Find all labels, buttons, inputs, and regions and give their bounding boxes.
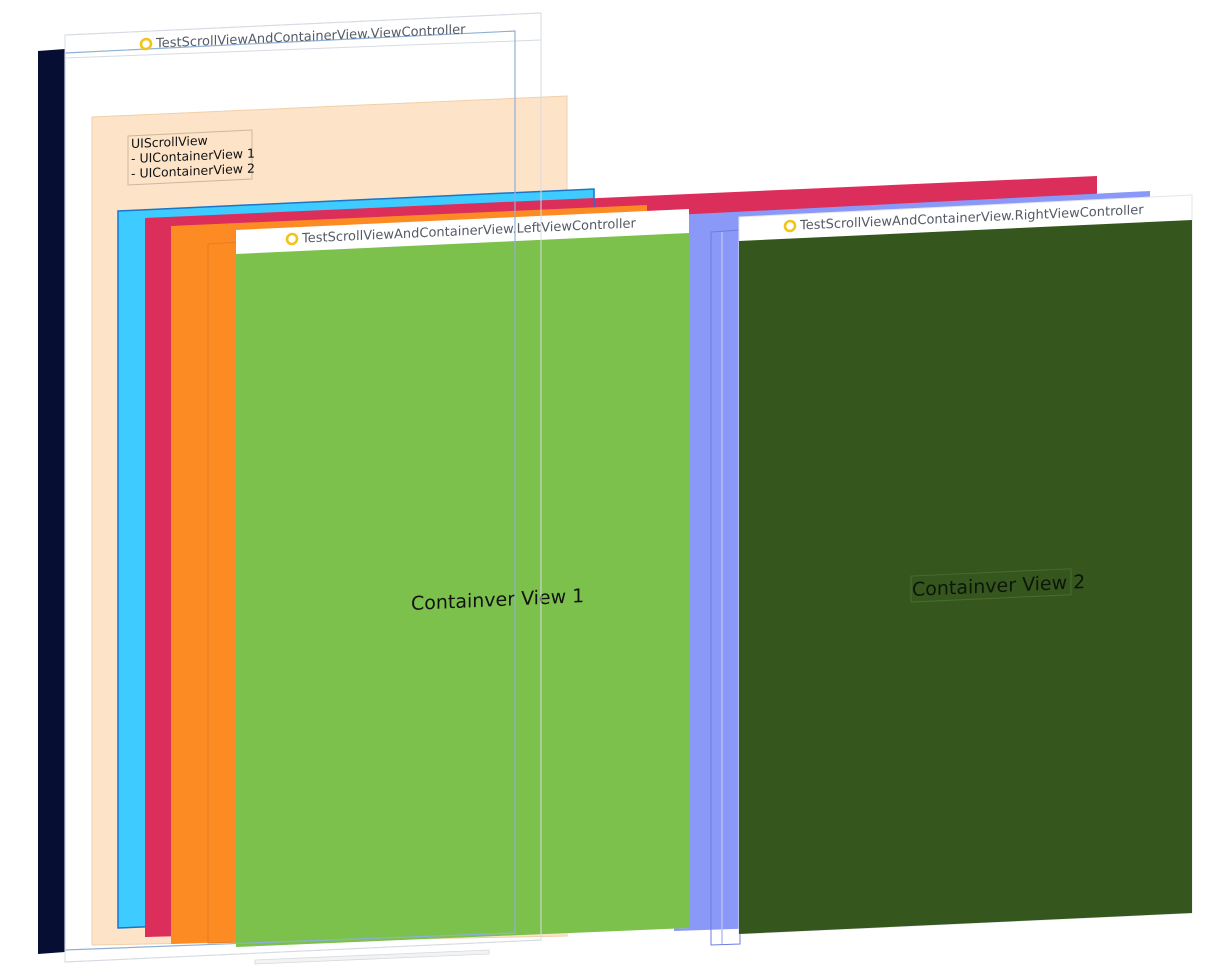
- right-view-controller-view[interactable]: [739, 220, 1192, 934]
- root-title-bar-divider: [64, 39, 542, 59]
- container-view-2-outline: [710, 229, 741, 946]
- left-view-controller-view[interactable]: [236, 233, 689, 947]
- root-bottom-bar: [254, 949, 490, 965]
- root-view-controller-icon: [139, 37, 153, 51]
- right-view-controller-icon: [783, 219, 797, 233]
- left-view-controller-icon: [285, 232, 299, 246]
- root-safe-area-outline: [64, 12, 542, 963]
- note-label-box: [127, 129, 253, 186]
- note-line-1: UIScrollView: [131, 133, 208, 151]
- root-window-layer[interactable]: [38, 49, 65, 954]
- container-view-2-label-box: [910, 568, 1072, 603]
- note-line-2: - UIContainerView 1: [131, 146, 255, 166]
- note-line-3: - UIContainerView 2: [131, 161, 255, 181]
